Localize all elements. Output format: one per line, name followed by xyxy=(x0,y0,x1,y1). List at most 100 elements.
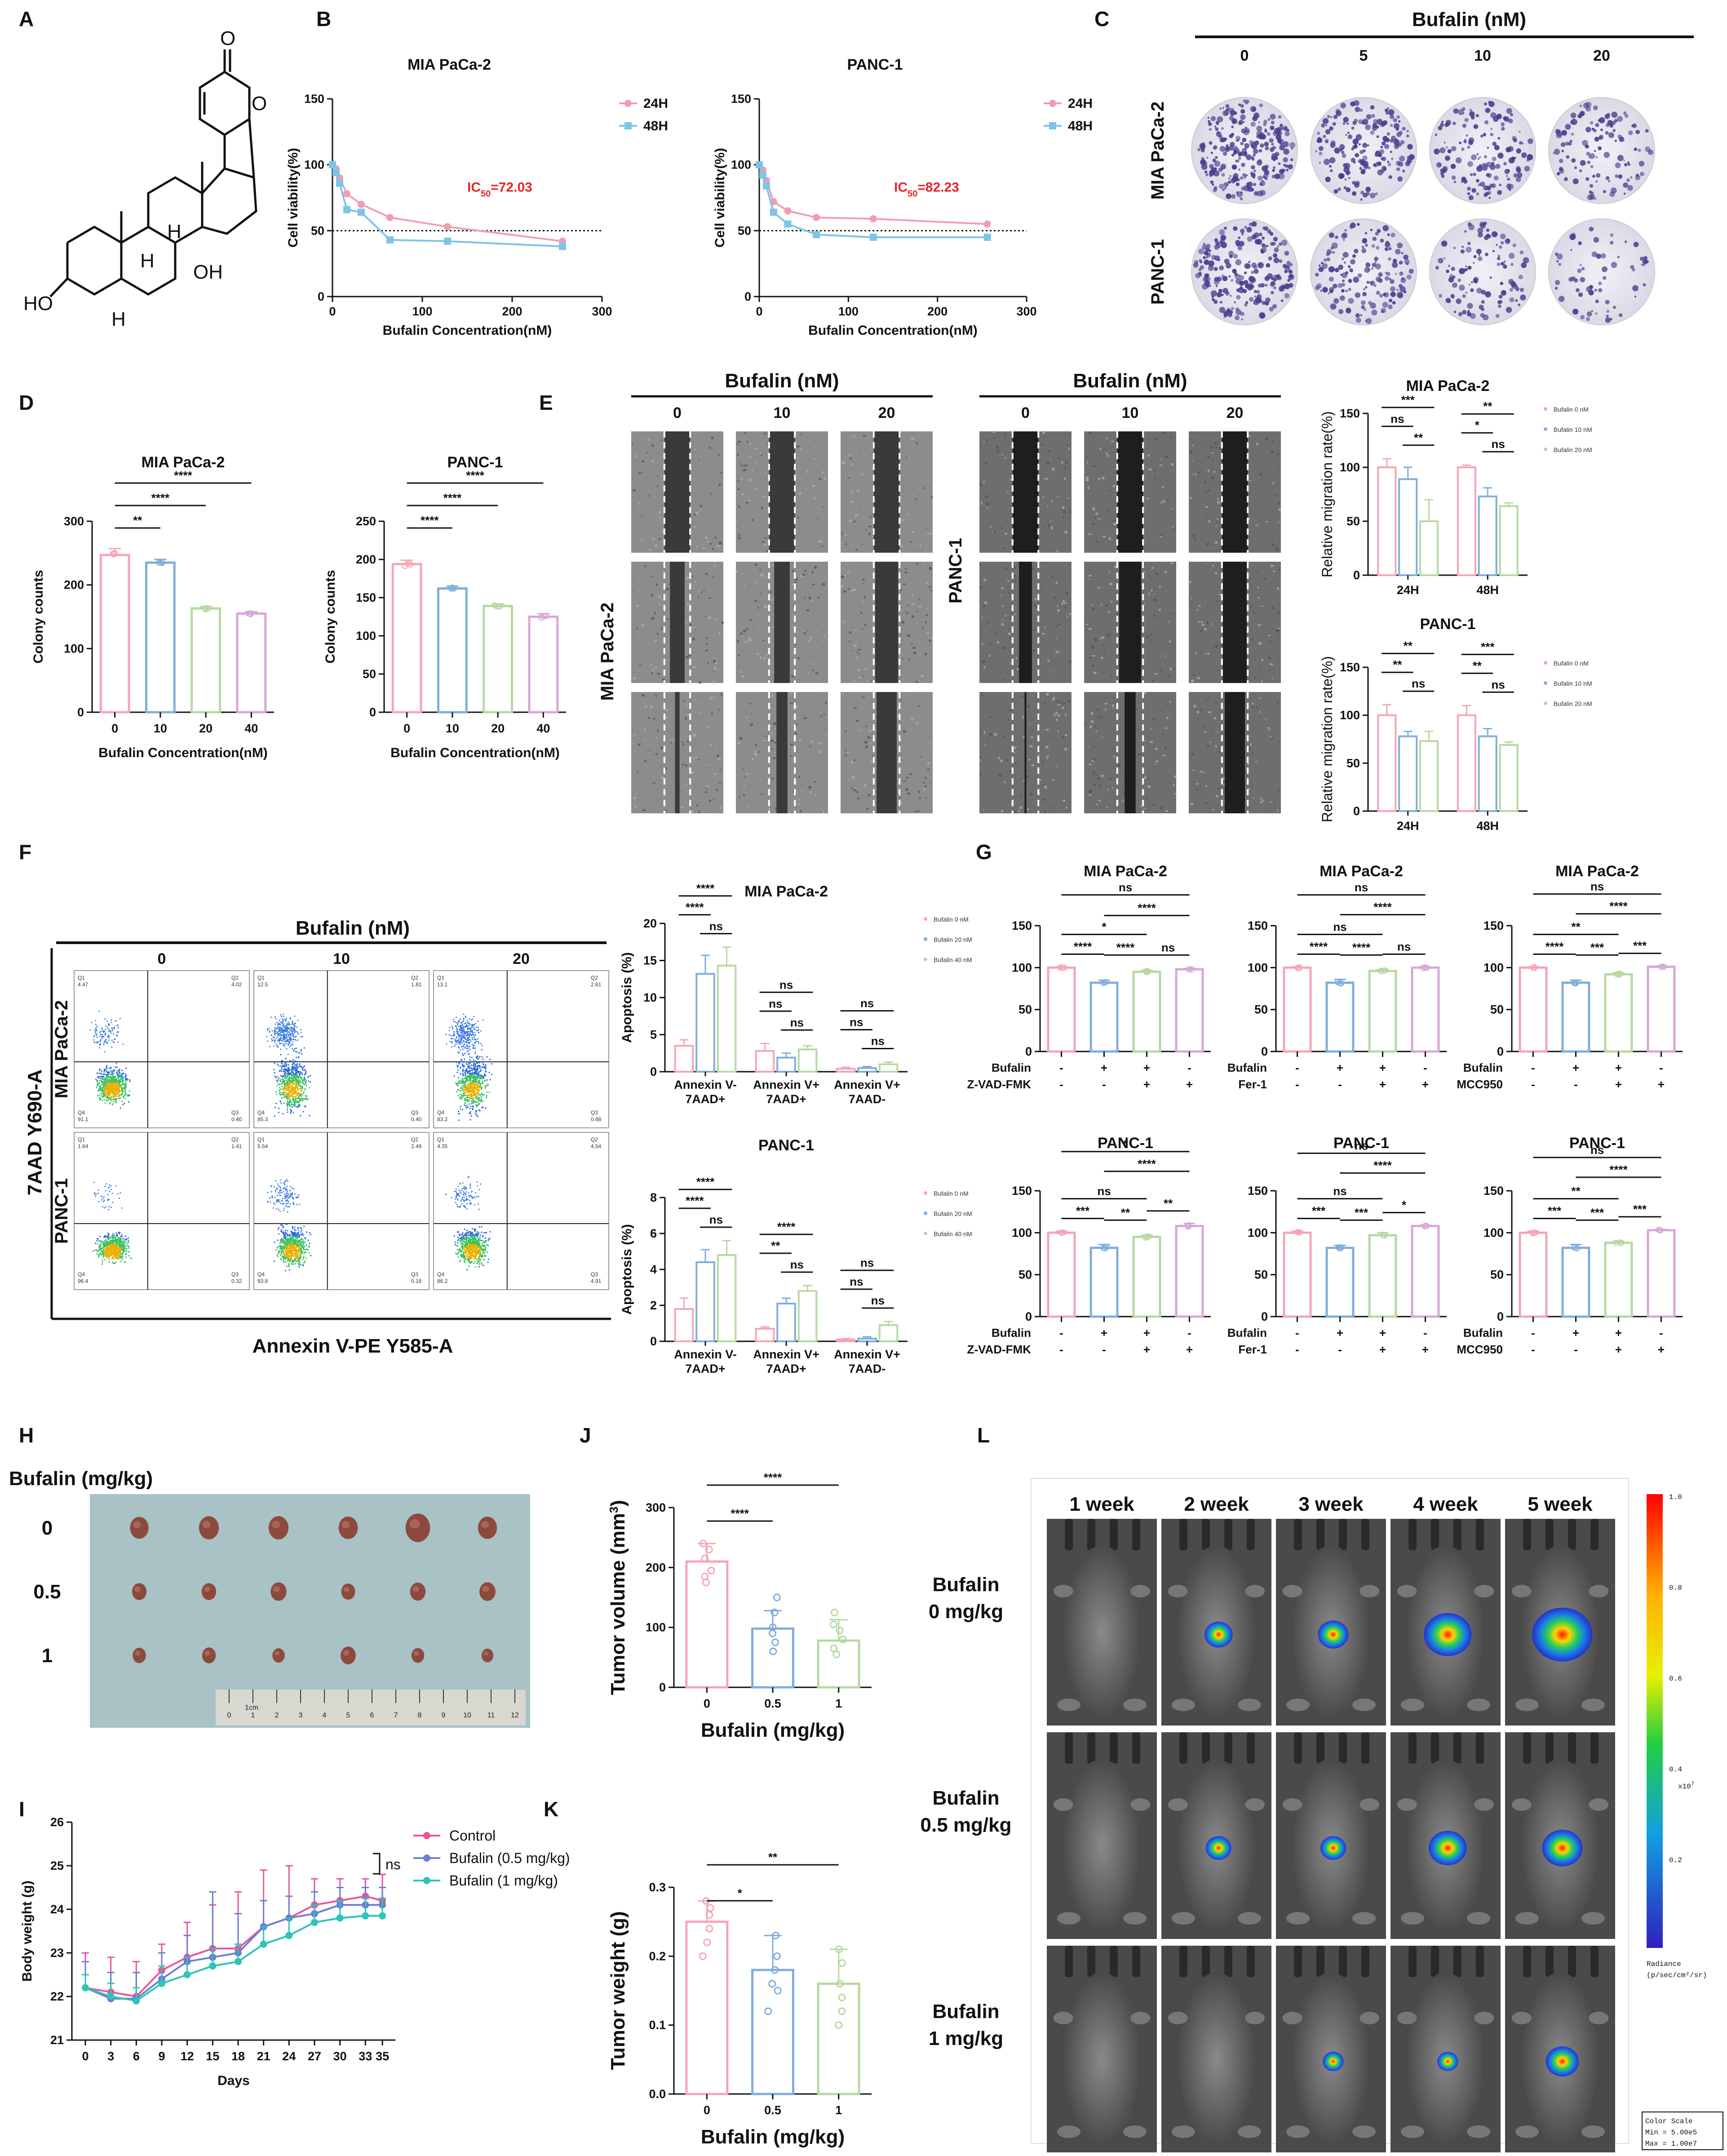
event-dot xyxy=(110,1084,111,1086)
cell-texture xyxy=(657,633,659,635)
cell-texture xyxy=(853,680,855,682)
event-dot xyxy=(103,1099,105,1101)
cell-texture xyxy=(922,627,924,630)
colony xyxy=(1323,135,1326,138)
ring-b xyxy=(120,226,177,296)
colony xyxy=(1609,191,1615,197)
cell-texture xyxy=(652,537,655,540)
cell-texture xyxy=(1086,455,1089,457)
cell-texture xyxy=(789,755,793,757)
cell-texture xyxy=(1216,805,1218,806)
cell-texture xyxy=(794,732,798,735)
cell-texture xyxy=(904,610,906,612)
colony xyxy=(1361,248,1367,253)
cell-texture xyxy=(1191,679,1194,682)
cell-texture xyxy=(1000,595,1003,596)
cell-texture xyxy=(925,527,927,529)
event-dot xyxy=(293,1077,295,1078)
colony xyxy=(1346,122,1349,125)
y-tick-label: 100 xyxy=(1340,461,1360,474)
event-dot xyxy=(99,1098,101,1100)
colony xyxy=(1236,193,1239,195)
cell-texture xyxy=(1106,452,1107,455)
cell-texture xyxy=(1087,487,1089,489)
significance-label: ns xyxy=(1412,677,1425,690)
colony xyxy=(1396,132,1402,137)
colony xyxy=(1355,106,1360,112)
event-dot xyxy=(295,1097,297,1099)
cell-texture xyxy=(1251,785,1253,787)
data-point xyxy=(386,214,394,221)
cell-texture xyxy=(685,717,687,720)
colony xyxy=(1624,163,1628,167)
y-tick-label: 250 xyxy=(356,515,376,528)
cell-texture xyxy=(1197,711,1200,714)
chart-title: PANC-1 xyxy=(1420,616,1475,633)
cell-texture xyxy=(804,596,806,599)
cell-texture xyxy=(1111,787,1114,789)
cell-texture xyxy=(855,514,858,517)
cell-texture xyxy=(1260,606,1263,608)
colony xyxy=(1481,307,1485,311)
cell-texture xyxy=(862,543,863,545)
cell-texture xyxy=(863,578,865,581)
event-dot xyxy=(301,1093,302,1095)
cell-texture xyxy=(1196,783,1199,785)
colony xyxy=(1222,110,1228,116)
colony xyxy=(1239,275,1244,280)
cell-texture xyxy=(649,569,651,571)
colony xyxy=(1359,108,1363,112)
cell-texture xyxy=(1212,565,1214,567)
cell-texture xyxy=(845,750,846,751)
event-dot xyxy=(296,1047,297,1049)
event-dot xyxy=(94,1029,96,1031)
x-axis-label: Bufalin Concentration(nM) xyxy=(98,745,268,760)
event-dot xyxy=(291,1069,292,1071)
event-dot xyxy=(292,1038,294,1040)
row-label: MIA PaCa-2 xyxy=(52,1000,71,1099)
event-dot xyxy=(125,1067,127,1069)
colony xyxy=(1251,165,1255,170)
bar xyxy=(99,554,130,714)
colony xyxy=(1215,285,1218,287)
cell-texture xyxy=(1103,670,1105,673)
y-axis-label: 7AAD Y690-A xyxy=(24,1069,46,1195)
cell-texture xyxy=(789,726,791,728)
cell-texture xyxy=(1107,510,1109,512)
cell-texture xyxy=(644,539,645,541)
event-dot xyxy=(304,1069,306,1070)
cell-texture xyxy=(1106,806,1108,808)
cell-texture xyxy=(901,519,905,521)
colony xyxy=(1520,294,1526,301)
y-tick-label: 50 xyxy=(363,667,376,681)
event-dot xyxy=(101,1038,103,1039)
ic50-label: IC50=82.23 xyxy=(894,180,959,199)
colony xyxy=(1207,274,1209,276)
colony xyxy=(1564,177,1568,182)
cell-texture xyxy=(682,766,684,768)
cell-texture xyxy=(842,461,845,464)
y-tick-label: 50 xyxy=(738,224,751,237)
event-dot xyxy=(300,1050,302,1051)
event-dot xyxy=(102,1077,103,1079)
cell-texture xyxy=(853,759,856,761)
cell-texture xyxy=(713,564,717,567)
y-tick-label: 50 xyxy=(1346,515,1360,528)
colony xyxy=(1521,262,1527,268)
cell-texture xyxy=(995,531,997,533)
cell-texture xyxy=(1116,470,1118,474)
cell-texture xyxy=(761,793,763,795)
colony xyxy=(1219,239,1225,244)
colony xyxy=(1407,158,1412,164)
cell-texture xyxy=(822,506,824,508)
colony xyxy=(1204,170,1208,174)
cell-texture xyxy=(1206,621,1209,624)
event-dot xyxy=(112,1082,114,1084)
cell-texture xyxy=(986,502,989,506)
event-dot xyxy=(111,1073,113,1074)
y-tick-label: 100 xyxy=(64,642,84,655)
cell-texture xyxy=(721,693,722,696)
cell-texture xyxy=(1098,777,1101,780)
colony xyxy=(1248,261,1250,263)
cell-texture xyxy=(1274,802,1275,803)
